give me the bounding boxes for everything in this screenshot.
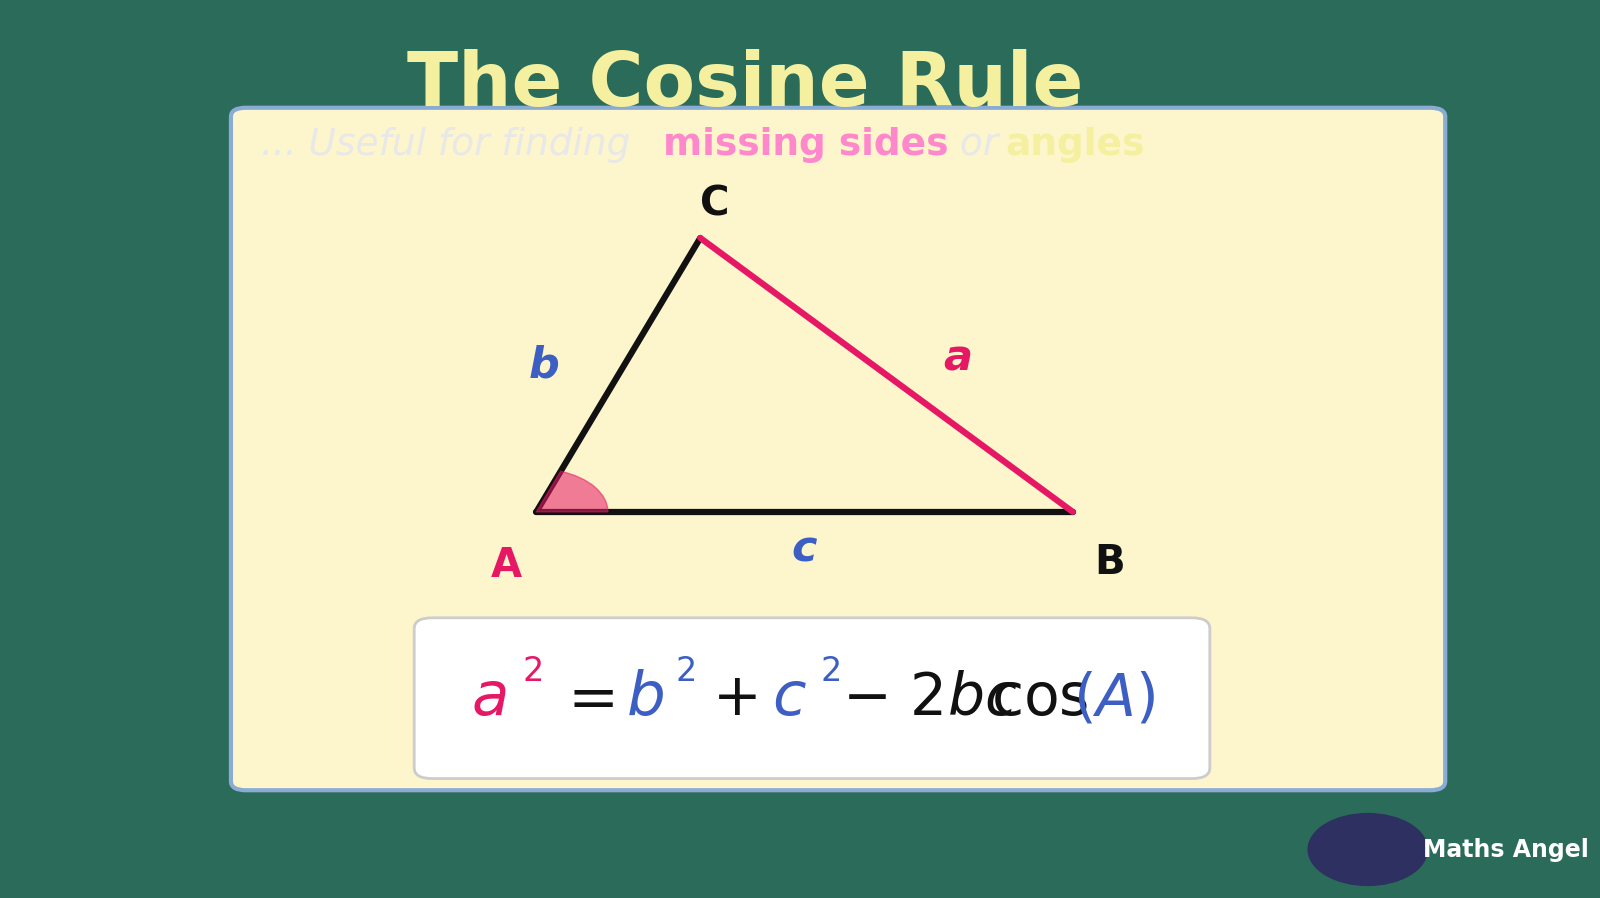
FancyBboxPatch shape: [414, 618, 1210, 779]
Text: $\mathit{c}$: $\mathit{c}$: [773, 669, 806, 728]
Text: $\mathit{a}$: $\mathit{a}$: [470, 669, 507, 728]
Text: B: B: [1094, 543, 1125, 584]
Text: c: c: [792, 529, 818, 570]
Text: $2$: $2$: [522, 656, 542, 688]
Text: A: A: [491, 546, 522, 586]
Text: or: or: [947, 128, 1010, 163]
Text: $2$: $2$: [675, 656, 696, 688]
Text: $\mathrm{cos}$: $\mathrm{cos}$: [992, 670, 1088, 727]
Text: $2$: $2$: [819, 656, 840, 688]
Text: Maths Angel: Maths Angel: [1422, 838, 1589, 861]
Text: C: C: [701, 184, 730, 224]
Text: $+$: $+$: [712, 670, 757, 727]
Text: b: b: [528, 345, 558, 387]
Circle shape: [1309, 814, 1427, 885]
Text: $\mathit{b}$: $\mathit{b}$: [626, 669, 664, 728]
Text: ... Useful for finding: ... Useful for finding: [261, 128, 642, 163]
Wedge shape: [536, 471, 608, 512]
Text: missing sides: missing sides: [662, 128, 949, 163]
Text: a: a: [944, 338, 973, 380]
Text: The Cosine Rule: The Cosine Rule: [406, 48, 1083, 122]
Text: $=$: $=$: [557, 669, 614, 728]
FancyBboxPatch shape: [230, 108, 1445, 790]
Text: $-\ 2bc$: $-\ 2bc$: [842, 670, 1018, 727]
Text: angles: angles: [1006, 128, 1146, 163]
Text: $(A)$: $(A)$: [1074, 670, 1155, 727]
